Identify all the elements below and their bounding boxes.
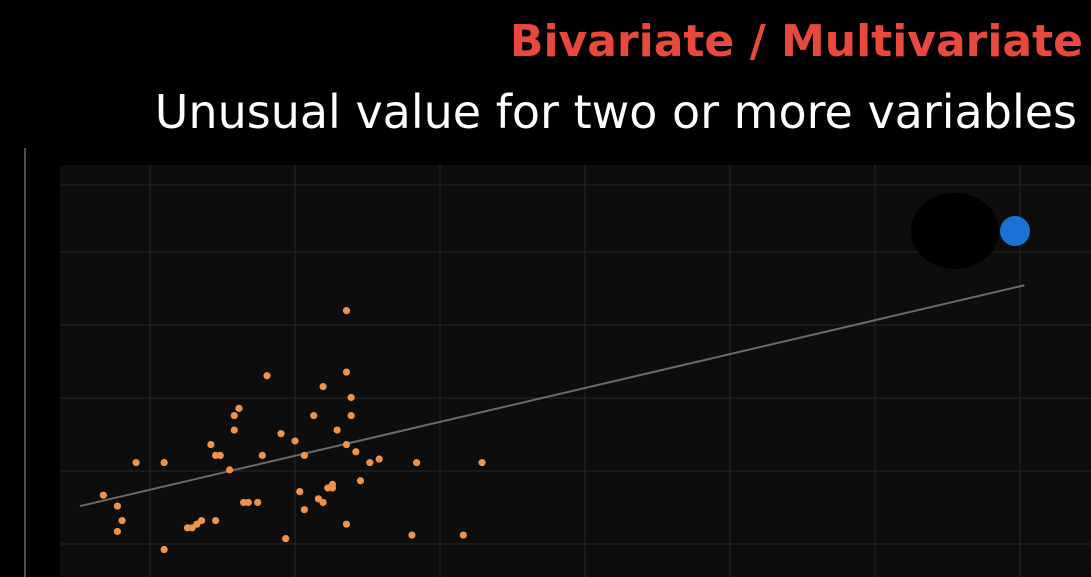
slide-title: Bivariate / Multivariate — [509, 16, 1083, 67]
data-point — [342, 440, 351, 449]
data-point — [342, 307, 351, 315]
data-point — [216, 451, 224, 459]
data-point — [99, 491, 107, 499]
data-point — [459, 531, 467, 539]
data-point — [352, 448, 360, 456]
data-point — [375, 455, 383, 463]
data-point — [244, 498, 252, 507]
data-point — [300, 451, 308, 459]
slide-subtitle: Unusual value for two or more variables — [154, 85, 1077, 139]
data-point — [263, 372, 271, 380]
data-point — [282, 535, 290, 543]
data-point — [113, 527, 121, 536]
data-point — [413, 459, 421, 467]
data-point — [366, 459, 374, 467]
data-point — [118, 516, 126, 525]
data-point — [319, 383, 327, 391]
data-point — [197, 516, 206, 525]
data-point — [211, 516, 220, 525]
data-point — [113, 502, 121, 510]
data-point — [310, 411, 318, 420]
data-point — [342, 368, 351, 376]
data-point — [160, 459, 168, 467]
data-point — [291, 437, 299, 445]
data-point — [319, 498, 327, 507]
data-point — [230, 411, 238, 420]
data-point — [356, 477, 365, 485]
outlier-halo — [911, 192, 999, 269]
data-point — [300, 506, 308, 514]
data-point — [230, 426, 238, 434]
data-points — [99, 307, 486, 554]
data-point — [254, 498, 262, 507]
trend-line — [79, 284, 1025, 508]
data-point — [347, 411, 355, 420]
data-point — [235, 404, 243, 412]
data-point — [347, 393, 355, 402]
data-point — [408, 531, 416, 539]
data-point — [258, 451, 266, 459]
data-point — [160, 545, 168, 554]
data-point — [277, 430, 285, 438]
data-point — [328, 480, 337, 488]
data-point — [132, 459, 140, 467]
data-point — [478, 459, 486, 467]
data-point — [207, 440, 215, 449]
plot-background — [60, 165, 1091, 577]
outlier-points — [911, 192, 1030, 269]
data-point — [333, 426, 341, 434]
outlier-point — [1000, 215, 1030, 246]
data-point — [296, 488, 304, 496]
data-point — [226, 466, 234, 474]
data-point — [342, 520, 351, 528]
